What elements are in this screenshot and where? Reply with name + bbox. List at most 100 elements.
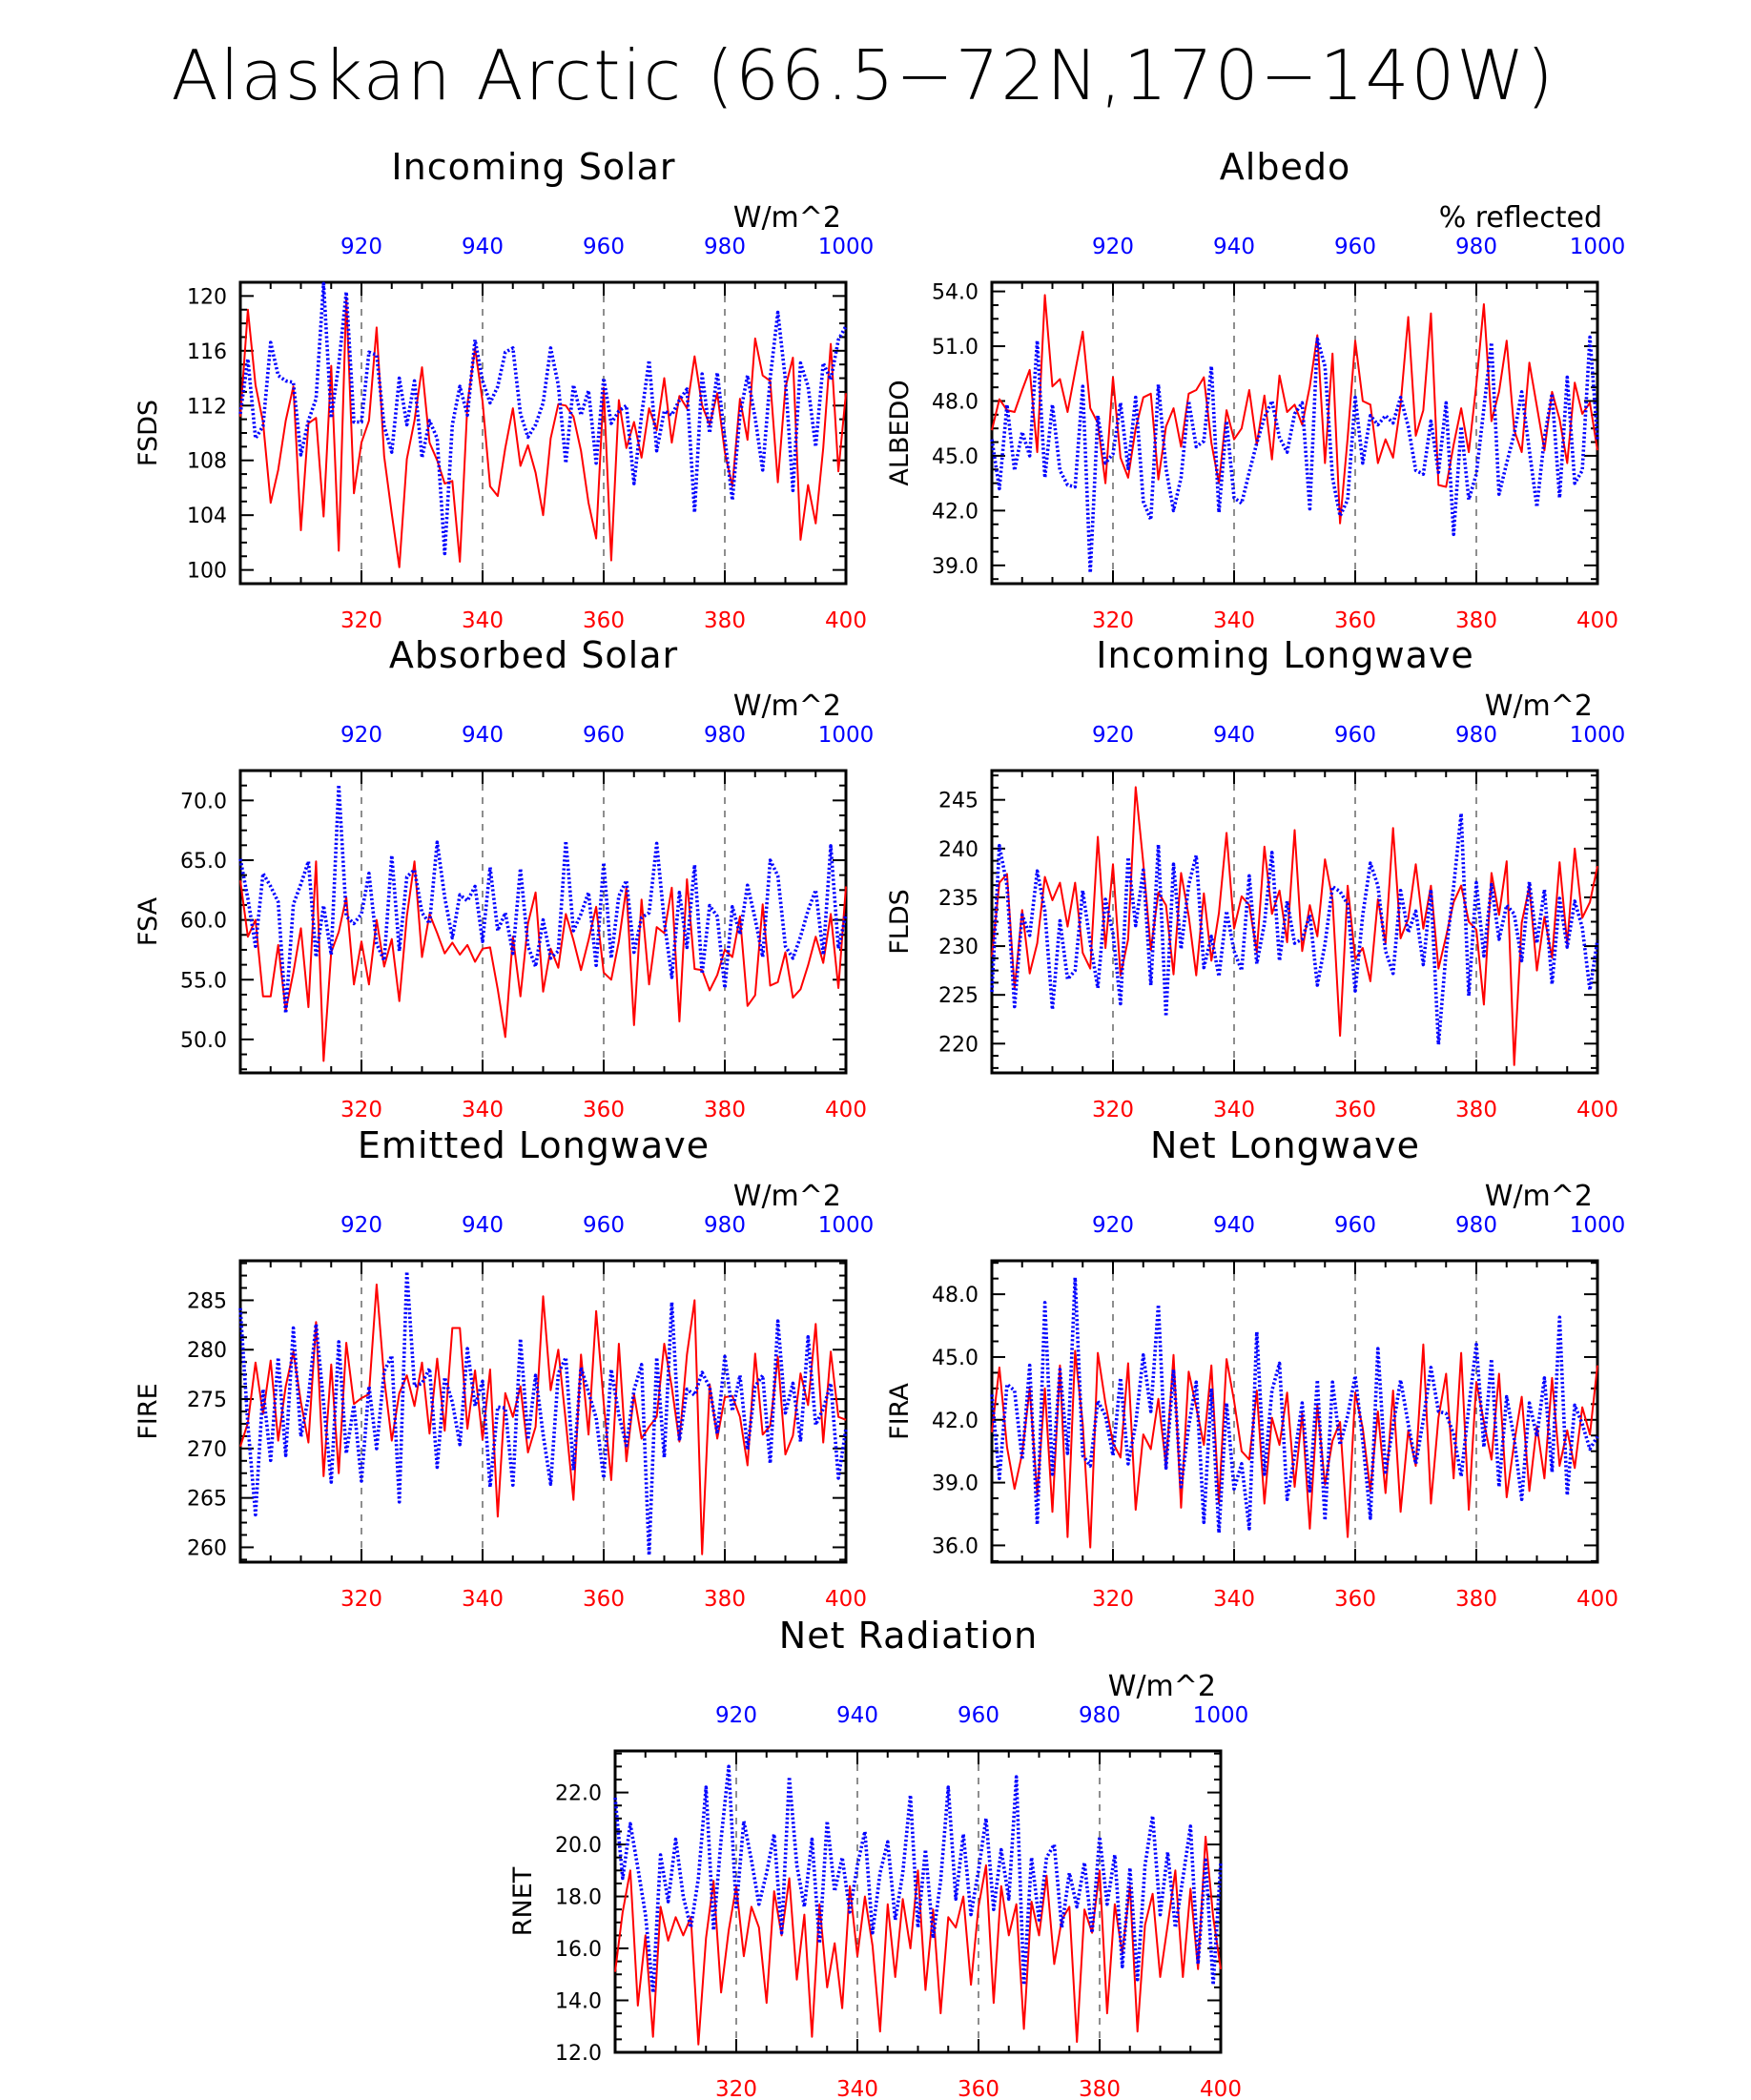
chart5-y-tick-label-36-0: 36.0 <box>932 1534 978 1558</box>
chart0-x-top-tick-label-920: 920 <box>340 235 382 259</box>
chart2-x-top-tick-label-960: 960 <box>583 723 625 748</box>
chart4-x-bottom-tick-label-320: 320 <box>340 1587 382 1612</box>
chart1-x-top-tick-label-960: 960 <box>1334 235 1376 259</box>
chart0-y-tick-label-104: 104 <box>187 504 227 528</box>
chart5-x-top-tick-label-940: 940 <box>1213 1213 1255 1238</box>
panel-albedo: Albedo % reflected ALBEDO 39.0 42.0 45.0 48.0 5… <box>885 146 1625 633</box>
chart5-x-top-tick-label-1000: 1000 <box>1570 1213 1626 1238</box>
chart2-y-axis-label: FSA <box>134 896 163 946</box>
chart4-title: Emitted Longwave <box>358 1124 710 1166</box>
chart0-x-bottom-tick-label-360: 360 <box>583 608 625 633</box>
chart4-x-bottom-tick-label-380: 380 <box>704 1587 746 1612</box>
chart0-plot-frame <box>238 280 848 586</box>
chart6-y-tick-label-18-0: 18.0 <box>555 1886 602 1910</box>
chart1-y-tick-label-48-0: 48.0 <box>932 390 978 414</box>
chart6-x-bottom-tick-label-320: 320 <box>715 2077 757 2100</box>
chart4-x-top-tick-label-940: 940 <box>462 1213 504 1238</box>
chart3-y-tick-label-240: 240 <box>938 838 978 862</box>
chart1-x-top-tick-label-940: 940 <box>1213 235 1255 259</box>
chart6-y-tick-label-20-0: 20.0 <box>555 1834 602 1858</box>
panel-net-radiation: Net Radiation W/m^2 RNET 12.0 14.0 16.0 18.0 20… <box>508 1615 1248 2100</box>
chart6-x-top-tick-label-960: 960 <box>958 1703 999 1728</box>
chart3-x-top-tick-label-960: 960 <box>1334 723 1376 748</box>
chart2-x-bottom-tick-label-400: 400 <box>825 1098 867 1122</box>
chart0-y-tick-label-100: 100 <box>187 560 227 584</box>
chart5-y-tick-label-42-0: 42.0 <box>932 1410 978 1433</box>
chart0-x-top-tick-label-1000: 1000 <box>818 235 875 259</box>
chart1-y-axis-label: ALBEDO <box>885 380 915 485</box>
chart1-x-bottom-tick-label-340: 340 <box>1213 608 1255 633</box>
chart2-series-blue-line <box>238 783 848 1016</box>
chart3-x-bottom-tick-label-400: 400 <box>1576 1098 1618 1122</box>
chart2-x-bottom-tick-label-320: 320 <box>340 1098 382 1122</box>
chart4-x-top-tick-label-980: 980 <box>704 1213 746 1238</box>
chart0-y-axis-label: FSDS <box>134 400 163 466</box>
chart2-x-bottom-tick-label-380: 380 <box>704 1098 746 1122</box>
chart5-series-blue-line <box>990 1275 1599 1535</box>
chart6-x-top-tick-label-980: 980 <box>1079 1703 1121 1728</box>
chart0-x-top-tick-label-940: 940 <box>462 235 504 259</box>
chart6-y-tick-label-22-0: 22.0 <box>555 1782 602 1806</box>
chart4-y-tick-label-275: 275 <box>187 1389 227 1412</box>
chart0-y-tick-label-112: 112 <box>187 395 227 419</box>
chart6-title: Net Radiation <box>779 1615 1038 1657</box>
chart4-x-top-tick-label-1000: 1000 <box>818 1213 875 1238</box>
chart3-y-tick-label-235: 235 <box>938 887 978 911</box>
chart1-x-top-tick-label-980: 980 <box>1455 235 1497 259</box>
chart6-y-tick-label-16-0: 16.0 <box>555 1938 602 1962</box>
chart5-x-top-tick-label-920: 920 <box>1092 1213 1134 1238</box>
chart5-x-top-tick-label-980: 980 <box>1455 1213 1497 1238</box>
chart6-y-axis-label: RNET <box>508 1866 538 1936</box>
panel-emitted-longwave: Emitted Longwave W/m^2 FIRE 260 265 270 275 280… <box>134 1124 874 1612</box>
chart1-x-bottom-tick-label-320: 320 <box>1092 608 1134 633</box>
chart3-x-bottom-tick-label-340: 340 <box>1213 1098 1255 1122</box>
chart2-x-top-tick-label-1000: 1000 <box>818 723 875 748</box>
chart4-y-tick-label-280: 280 <box>187 1339 227 1363</box>
chart3-y-axis-label: FLDS <box>885 889 915 955</box>
chart6-x-top-tick-label-1000: 1000 <box>1193 1703 1249 1728</box>
chart6-x-bottom-tick-label-400: 400 <box>1200 2077 1242 2100</box>
chart1-y-tick-label-45-0: 45.0 <box>932 445 978 469</box>
chart4-series-red-line <box>239 1283 847 1555</box>
chart3-x-top-tick-label-1000: 1000 <box>1570 723 1626 748</box>
chart0-x-top-tick-label-980: 980 <box>704 235 746 259</box>
panel-incoming-longwave: Incoming Longwave W/m^2 FLDS 220 225 230 235 24… <box>885 634 1625 1122</box>
chart5-x-bottom-tick-label-380: 380 <box>1455 1587 1497 1612</box>
chart0-y-tick-label-120: 120 <box>187 285 227 309</box>
chart3-plot-frame <box>990 769 1599 1075</box>
chart0-x-bottom-tick-label-320: 320 <box>340 608 382 633</box>
chart0-x-bottom-tick-label-380: 380 <box>704 608 746 633</box>
chart2-x-bottom-tick-label-360: 360 <box>583 1098 625 1122</box>
chart2-title: Absorbed Solar <box>389 634 678 676</box>
chart2-series-red-line <box>239 860 847 1062</box>
chart4-y-tick-label-265: 265 <box>187 1488 227 1512</box>
figure-title: Alaskan Arctic (66.5−72N,170−140W) <box>171 35 1555 115</box>
chart4-y-tick-label-285: 285 <box>187 1289 227 1313</box>
chart3-y-tick-label-220: 220 <box>938 1033 978 1057</box>
chart5-x-bottom-tick-label-360: 360 <box>1334 1587 1376 1612</box>
chart3-y-tick-label-225: 225 <box>938 984 978 1008</box>
chart2-x-bottom-tick-label-340: 340 <box>462 1098 504 1122</box>
chart0-y-tick-label-116: 116 <box>187 340 227 364</box>
chart3-y-tick-label-245: 245 <box>938 790 978 813</box>
chart2-y-tick-label-70-0: 70.0 <box>180 790 227 813</box>
chart6-series-red-line <box>614 1835 1222 2046</box>
chart1-y-tick-label-54-0: 54.0 <box>932 281 978 305</box>
chart0-x-top-tick-label-960: 960 <box>583 235 625 259</box>
chart5-x-bottom-tick-label-340: 340 <box>1213 1587 1255 1612</box>
chart5-y-axis-label: FIRA <box>885 1383 915 1440</box>
chart5-units-label: W/m^2 <box>1485 1180 1593 1213</box>
chart5-y-tick-label-48-0: 48.0 <box>932 1284 978 1307</box>
panel-net-longwave: Net Longwave W/m^2 FIRA 36.0 39.0 42.0 45.0 48.… <box>885 1124 1625 1612</box>
chart5-y-tick-label-39-0: 39.0 <box>932 1472 978 1496</box>
chart1-x-bottom-tick-label-380: 380 <box>1455 608 1497 633</box>
chart0-series-blue-line <box>238 281 848 556</box>
panel-absorbed-solar: Absorbed Solar W/m^2 FSA 50.0 55.0 60.0 65.0 70… <box>134 634 874 1122</box>
chart2-x-top-tick-label-940: 940 <box>462 723 504 748</box>
chart0-x-bottom-tick-label-340: 340 <box>462 608 504 633</box>
chart2-y-tick-label-60-0: 60.0 <box>180 910 227 934</box>
chart1-series-blue-line <box>990 335 1599 575</box>
chart6-y-tick-label-12-0: 12.0 <box>555 2042 602 2066</box>
chart3-title: Incoming Longwave <box>1096 634 1473 676</box>
chart4-y-tick-label-260: 260 <box>187 1536 227 1560</box>
